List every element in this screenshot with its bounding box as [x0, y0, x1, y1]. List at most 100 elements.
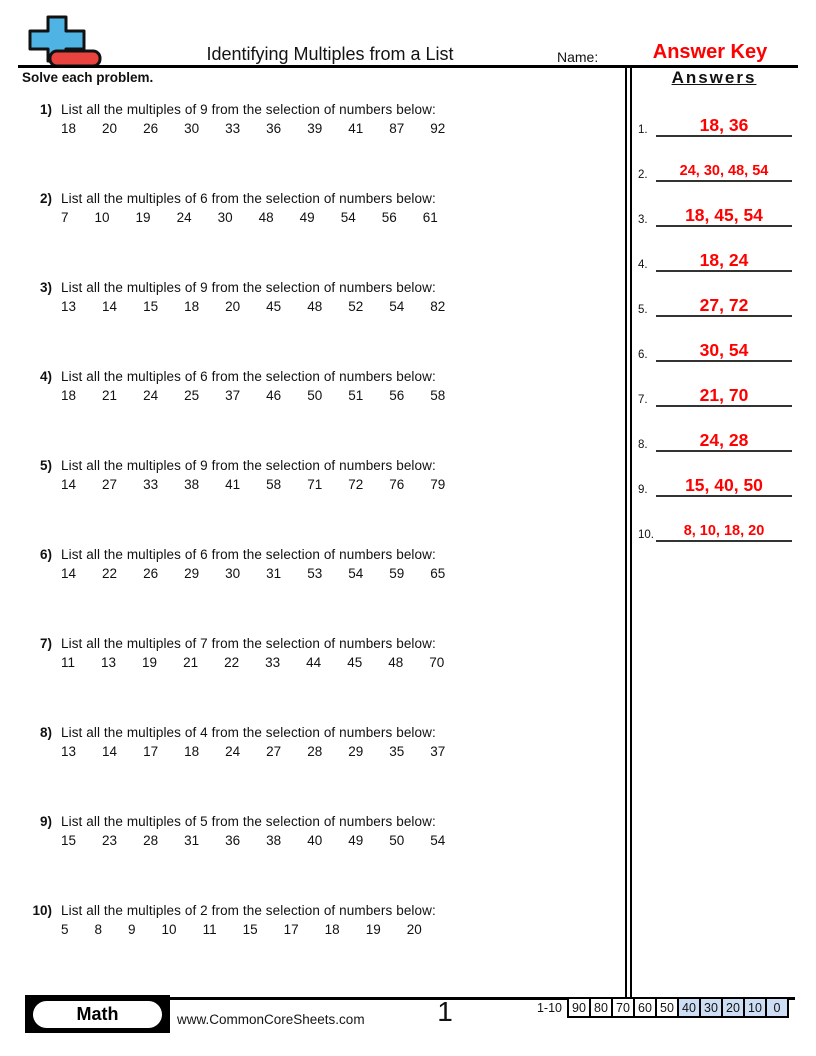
- problem-number: 6): [39, 547, 52, 562]
- problem-numbers: 13 14 17 18 24 27 28 29 35 37: [61, 743, 603, 762]
- selection-number: 19: [135, 209, 151, 225]
- selection-number: 65: [430, 565, 446, 581]
- answer-value: 24, 28: [656, 430, 792, 452]
- selection-number: 54: [389, 298, 405, 314]
- problem-numbers: 13 14 15 18 20 45 48 52 54 82: [61, 298, 603, 317]
- selection-number: 53: [307, 565, 323, 581]
- header-divider: [18, 65, 798, 68]
- problem-numbers: 14 22 26 29 30 31 53 54 59 65: [61, 565, 603, 584]
- answer-key-text: Answer Key: [652, 41, 768, 63]
- problem-question: List all the multiples of 2 from the sel…: [61, 903, 436, 918]
- selection-number: 14: [102, 298, 118, 314]
- selection-number: 17: [283, 921, 299, 937]
- selection-number: 17: [143, 743, 159, 759]
- answer-row: 1. 18, 36: [634, 109, 794, 137]
- selection-number: 54: [430, 832, 446, 848]
- page-number: 1: [437, 996, 453, 1027]
- selection-number: 50: [389, 832, 405, 848]
- selection-number: 40: [307, 832, 323, 848]
- selection-number: 5: [61, 921, 69, 937]
- selection-number: 18: [184, 743, 200, 759]
- selection-number: 29: [184, 565, 200, 581]
- selection-number: 22: [224, 654, 240, 670]
- answer-row: 3. 18, 45, 54: [634, 199, 794, 227]
- problem-question: List all the multiples of 6 from the sel…: [61, 191, 436, 206]
- selection-number: 13: [101, 654, 117, 670]
- selection-number: 48: [258, 209, 274, 225]
- problem-number: 10): [32, 903, 52, 918]
- selection-number: 58: [266, 476, 282, 492]
- answer-number: 4.: [638, 259, 648, 271]
- problem-body: List all the multiples of 9 from the sel…: [61, 457, 603, 494]
- selection-number: 20: [406, 921, 422, 937]
- answers-heading: Answers: [671, 68, 757, 87]
- selection-number: 13: [61, 298, 77, 314]
- answer-number: 1.: [638, 124, 648, 136]
- selection-number: 24: [176, 209, 192, 225]
- selection-number: 59: [389, 565, 405, 581]
- answer-number: 9.: [638, 484, 648, 496]
- selection-number: 79: [430, 476, 446, 492]
- selection-number: 52: [348, 298, 364, 314]
- name-label: Name:: [557, 49, 599, 65]
- selection-number: 33: [265, 654, 281, 670]
- selection-number: 50: [307, 387, 323, 403]
- problem-numbers: 18 21 24 25 37 46 50 51 56 58: [61, 387, 603, 406]
- selection-number: 33: [143, 476, 159, 492]
- score-cell: 10: [743, 997, 767, 1018]
- answer-row: 4. 18, 24: [634, 244, 794, 272]
- selection-number: 27: [102, 476, 118, 492]
- selection-number: 9: [128, 921, 136, 937]
- problem-row: 9) List all the multiples of 5 from the …: [28, 813, 603, 850]
- selection-number: 18: [184, 298, 200, 314]
- selection-number: 54: [340, 209, 356, 225]
- selection-number: 49: [299, 209, 315, 225]
- answer-rows: 1. 18, 36 2. 24, 30, 48, 54 3. 18, 45, 5…: [634, 109, 794, 542]
- selection-number: 15: [143, 298, 159, 314]
- page-title: Identifying Multiples from a List: [206, 44, 454, 64]
- problem-row: 3) List all the multiples of 9 from the …: [28, 279, 603, 316]
- answer-number: 5.: [638, 304, 648, 316]
- selection-number: 23: [102, 832, 118, 848]
- selection-number: 45: [347, 654, 363, 670]
- answer-value: 15, 40, 50: [656, 475, 792, 497]
- selection-number: 49: [348, 832, 364, 848]
- score-cell: 30: [699, 997, 723, 1018]
- selection-number: 70: [429, 654, 445, 670]
- selection-number: 30: [225, 565, 241, 581]
- selection-number: 8: [94, 921, 103, 937]
- answers-divider: [625, 68, 632, 997]
- selection-number: 44: [306, 654, 322, 670]
- answer-value: 18, 36: [656, 115, 792, 137]
- problem-number: 2): [39, 191, 52, 206]
- selection-number: 36: [225, 832, 241, 848]
- problem-row: 6) List all the multiples of 6 from the …: [28, 546, 603, 583]
- problem-body: List all the multiples of 4 from the sel…: [61, 724, 603, 761]
- selection-number: 58: [430, 387, 446, 403]
- subject-badge: Math: [25, 995, 170, 1033]
- selection-number: 36: [266, 120, 282, 136]
- selection-number: 7: [61, 209, 69, 225]
- selection-number: 24: [225, 743, 241, 759]
- selection-number: 15: [61, 832, 77, 848]
- problem-row: 10) List all the multiples of 2 from the…: [28, 902, 603, 939]
- selection-number: 25: [184, 387, 200, 403]
- selection-number: 19: [365, 921, 381, 937]
- selection-number: 76: [389, 476, 405, 492]
- selection-number: 56: [381, 209, 397, 225]
- problem-numbers: 14 27 33 38 41 58 71 72 76 79: [61, 476, 603, 495]
- selection-number: 56: [389, 387, 405, 403]
- website-text: www.CommonCoreSheets.com: [177, 1012, 365, 1027]
- selection-number: 48: [388, 654, 404, 670]
- selection-number: 72: [348, 476, 364, 492]
- problem-body: List all the multiples of 5 from the sel…: [61, 813, 603, 850]
- problem-row: 4) List all the multiples of 6 from the …: [28, 368, 603, 405]
- selection-number: 10: [161, 921, 177, 937]
- selection-number: 20: [102, 120, 118, 136]
- problem-number: 1): [39, 102, 52, 117]
- selection-number: 13: [61, 743, 77, 759]
- selection-number: 61: [422, 209, 438, 225]
- problem-number: 5): [39, 458, 52, 473]
- problem-question: List all the multiples of 6 from the sel…: [61, 369, 436, 384]
- selection-number: 30: [184, 120, 200, 136]
